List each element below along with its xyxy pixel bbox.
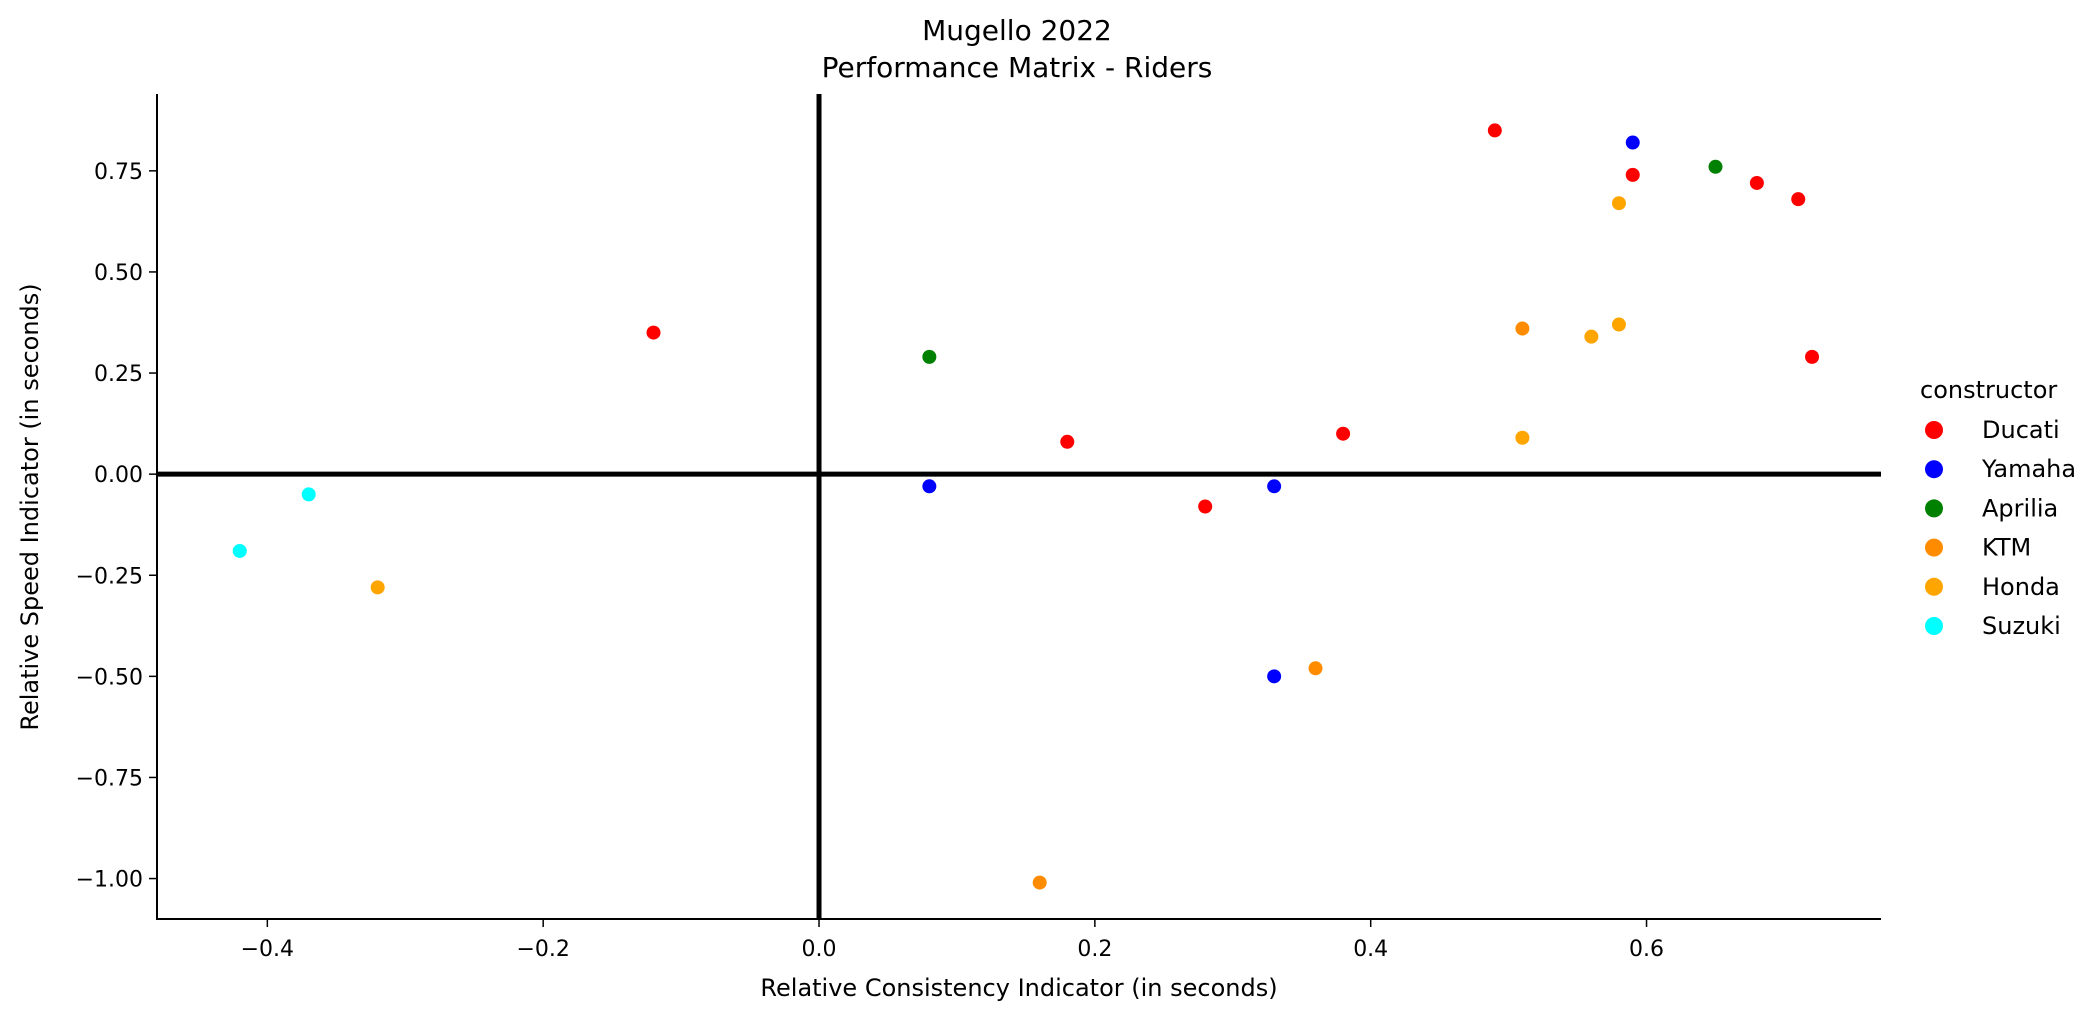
data-point-honda [1515, 430, 1530, 445]
data-point-ducati [646, 325, 661, 340]
legend-label-ducati: Ducati [1982, 416, 2060, 444]
y-tick-label: −0.25 [76, 564, 143, 589]
legend-marker-honda [1925, 577, 1943, 596]
chart-subtitle: Performance Matrix - Riders [822, 51, 1213, 84]
data-point-ducati [1749, 175, 1764, 190]
legend-title: constructor [1920, 376, 2057, 404]
data-point-ducati [1336, 426, 1351, 441]
legend-label-ktm: KTM [1982, 534, 2031, 562]
data-point-aprilia [922, 349, 937, 364]
legend-label-yamaha: Yamaha [1981, 455, 2076, 483]
chart-title: Mugello 2022 [922, 14, 1112, 47]
x-tick-label: 0.6 [1629, 937, 1664, 962]
y-tick-label: −1.00 [76, 868, 143, 893]
x-axis-ticks: −0.4 −0.2 0.0 0.2 0.4 0.6 [241, 919, 1664, 962]
x-tick-label: 0.2 [1077, 937, 1112, 962]
data-point-honda [1584, 329, 1599, 344]
legend-marker-yamaha [1925, 460, 1943, 479]
legend-marker-ducati [1925, 421, 1943, 439]
data-point-ducati [1487, 123, 1502, 138]
data-point-honda [1611, 317, 1626, 332]
y-axis-ticks: 0.75 0.50 0.25 0.00 −0.25 −0.50 −0.75 −1.00 [76, 160, 157, 893]
y-tick-label: −0.50 [76, 665, 143, 690]
data-point-yamaha [922, 479, 937, 494]
data-point-ktm [1308, 661, 1323, 676]
data-point-ktm [1032, 875, 1047, 890]
y-tick-label: 0.75 [94, 160, 143, 185]
y-tick-label: −0.75 [76, 766, 143, 791]
x-tick-label: −0.2 [516, 937, 569, 962]
legend-label-suzuki: Suzuki [1982, 612, 2061, 640]
y-tick-label: 0.50 [94, 261, 143, 286]
legend-label-honda: Honda [1982, 573, 2060, 601]
data-point-honda [1611, 196, 1626, 211]
data-point-yamaha [1267, 479, 1282, 494]
legend-marker-ktm [1925, 538, 1943, 557]
x-tick-label: 0.0 [802, 937, 837, 962]
data-point-suzuki [301, 487, 316, 502]
data-point-yamaha [1625, 135, 1640, 150]
data-point-ktm [1515, 321, 1530, 336]
data-points [232, 123, 1820, 890]
x-axis-label: Relative Consistency Indicator (in secon… [760, 974, 1277, 1002]
y-tick-label: 0.25 [94, 362, 143, 387]
legend-items: Ducati Yamaha Aprilia KTM Honda Suzuki [1925, 416, 2076, 640]
x-tick-label: 0.4 [1353, 937, 1388, 962]
data-point-ducati [1805, 349, 1820, 364]
legend-marker-aprilia [1925, 499, 1943, 518]
legend-marker-suzuki [1925, 617, 1943, 635]
data-point-ducati [1791, 192, 1806, 207]
data-point-ducati [1198, 499, 1213, 514]
legend-label-aprilia: Aprilia [1982, 494, 2058, 522]
data-point-yamaha [1267, 669, 1282, 684]
data-point-aprilia [1708, 159, 1723, 174]
x-tick-label: −0.4 [241, 937, 294, 962]
legend: constructor Ducati Yamaha Aprilia KTM Honda S… [1920, 376, 2076, 640]
data-point-ducati [1625, 167, 1640, 182]
data-point-ducati [1060, 434, 1075, 449]
y-axis-label: Relative Speed Indicator (in seconds) [16, 283, 44, 730]
data-point-honda [370, 580, 385, 595]
y-tick-label: 0.00 [94, 463, 143, 488]
reference-lines [157, 94, 1881, 919]
data-point-suzuki [232, 543, 247, 558]
